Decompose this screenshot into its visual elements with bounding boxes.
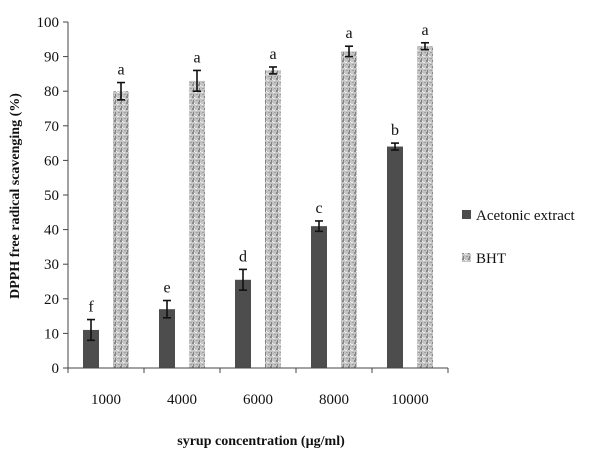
bar-acetonic (387, 146, 403, 368)
x-axis-ticks: 1000 4000 6000 8000 10000 (67, 368, 449, 408)
y-axis-ticks: 0 10 20 30 40 50 60 70 80 90 100 (37, 15, 68, 377)
significance-letter-bht: a (117, 62, 124, 79)
significance-letter-acetonic: e (163, 280, 170, 297)
y-tick-label: 80 (44, 84, 59, 100)
x-tick-label: 4000 (167, 392, 197, 408)
y-tick-label: 30 (44, 257, 59, 273)
bar-acetonic (83, 329, 99, 368)
y-tick-label: 90 (44, 50, 59, 66)
significance-letter-bht: a (269, 46, 276, 63)
x-tick-label: 8000 (319, 392, 349, 408)
bar-bht (417, 46, 433, 368)
significance-letter-bht: a (193, 49, 200, 66)
x-tick-label: 10000 (391, 392, 429, 408)
y-tick-label: 50 (44, 188, 59, 204)
significance-letter-acetonic: f (88, 299, 94, 316)
error-bars (87, 41, 429, 342)
y-tick-label: 0 (52, 361, 60, 377)
y-tick-label: 100 (37, 15, 60, 31)
bar-acetonic (311, 226, 327, 368)
bar-bht (265, 70, 281, 368)
significance-letter-bht: a (421, 22, 428, 39)
bars (83, 46, 433, 368)
x-tick-label: 6000 (243, 392, 273, 408)
bar-acetonic (159, 309, 175, 368)
legend-label-acetonic: Acetonic extract (476, 208, 576, 224)
significance-letter-acetonic: d (239, 248, 247, 265)
y-tick-label: 20 (44, 292, 59, 308)
legend-swatch-acetonic (462, 210, 471, 219)
y-tick-label: 40 (44, 223, 59, 239)
significance-letter-acetonic: b (391, 122, 399, 139)
y-tick-label: 70 (44, 119, 59, 135)
y-tick-label: 60 (44, 153, 59, 169)
bar-bht (113, 91, 129, 368)
legend-label-bht: BHT (476, 251, 506, 267)
significance-letters: f e d c b a a a a a (88, 22, 428, 316)
significance-letter-acetonic: c (315, 200, 322, 217)
y-axis-title: DPPH free radical scavenging (%) (8, 93, 23, 299)
significance-letter-bht: a (345, 25, 352, 42)
x-axis-title: syrup concentration (µg/ml) (177, 434, 345, 449)
bar-bht (341, 51, 357, 368)
bar-bht (189, 80, 205, 368)
x-tick-label: 1000 (91, 392, 121, 408)
y-tick-label: 10 (44, 326, 59, 342)
legend-swatch-bht (462, 253, 471, 262)
bar-acetonic (235, 279, 251, 368)
legend: Acetonic extract BHT (462, 208, 576, 267)
